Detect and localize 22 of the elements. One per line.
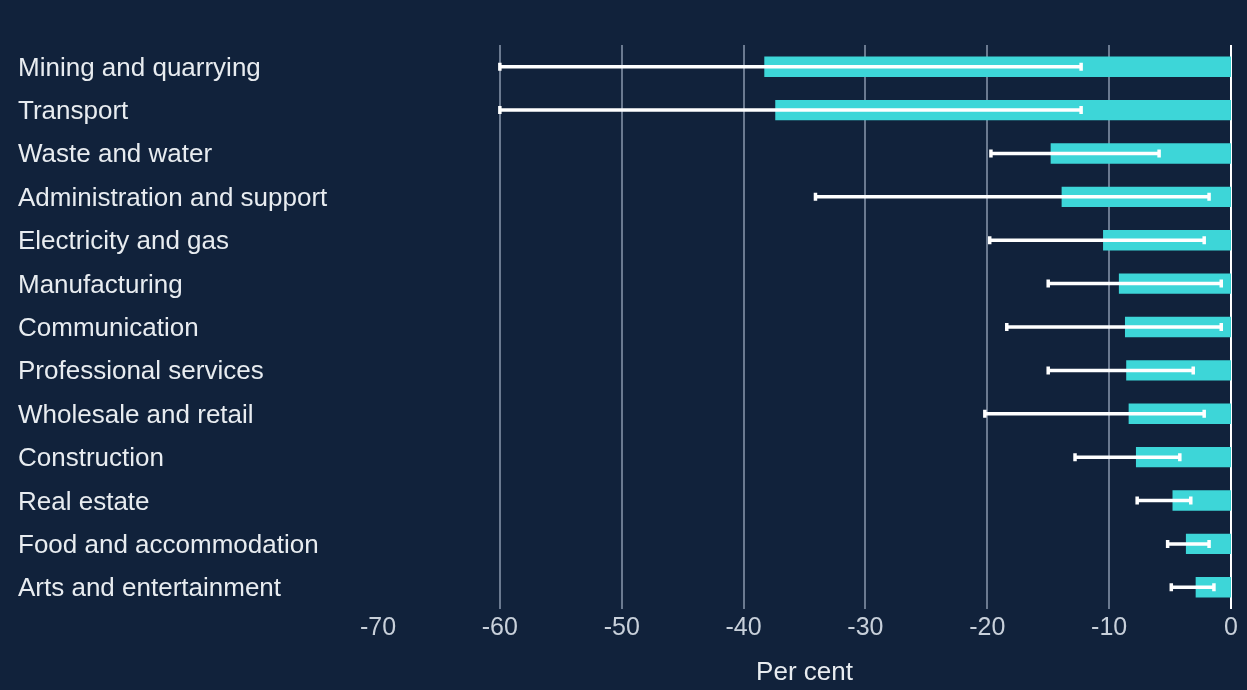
x-tick-label: -60	[481, 612, 518, 640]
y-tick-label: Electricity and gas	[18, 225, 229, 255]
y-tick-label: Food and accommodation	[18, 529, 319, 559]
y-tick-label: Manufacturing	[18, 269, 183, 299]
x-tick-label: -50	[603, 612, 640, 640]
x-tick-label: -40	[725, 612, 762, 640]
x-tick-label: -20	[969, 612, 1006, 640]
y-tick-label: Administration and support	[18, 182, 329, 212]
y-tick-label: Communication	[18, 312, 199, 342]
y-tick-label: Construction	[18, 442, 164, 472]
y-tick-label: Arts and entertainment	[18, 572, 282, 602]
x-tick-label: 0	[1224, 612, 1238, 640]
y-tick-label: Professional services	[18, 355, 264, 385]
x-tick-label: -30	[847, 612, 884, 640]
y-tick-label: Mining and quarrying	[18, 52, 261, 82]
y-tick-label: Real estate	[18, 486, 150, 516]
y-tick-label: Wholesale and retail	[18, 399, 254, 429]
y-tick-label: Waste and water	[18, 138, 213, 168]
y-tick-label: Transport	[18, 95, 130, 125]
x-axis-title: Per cent	[756, 655, 854, 686]
x-tick-label: -10	[1091, 612, 1128, 640]
x-tick-label: -70	[359, 612, 397, 640]
